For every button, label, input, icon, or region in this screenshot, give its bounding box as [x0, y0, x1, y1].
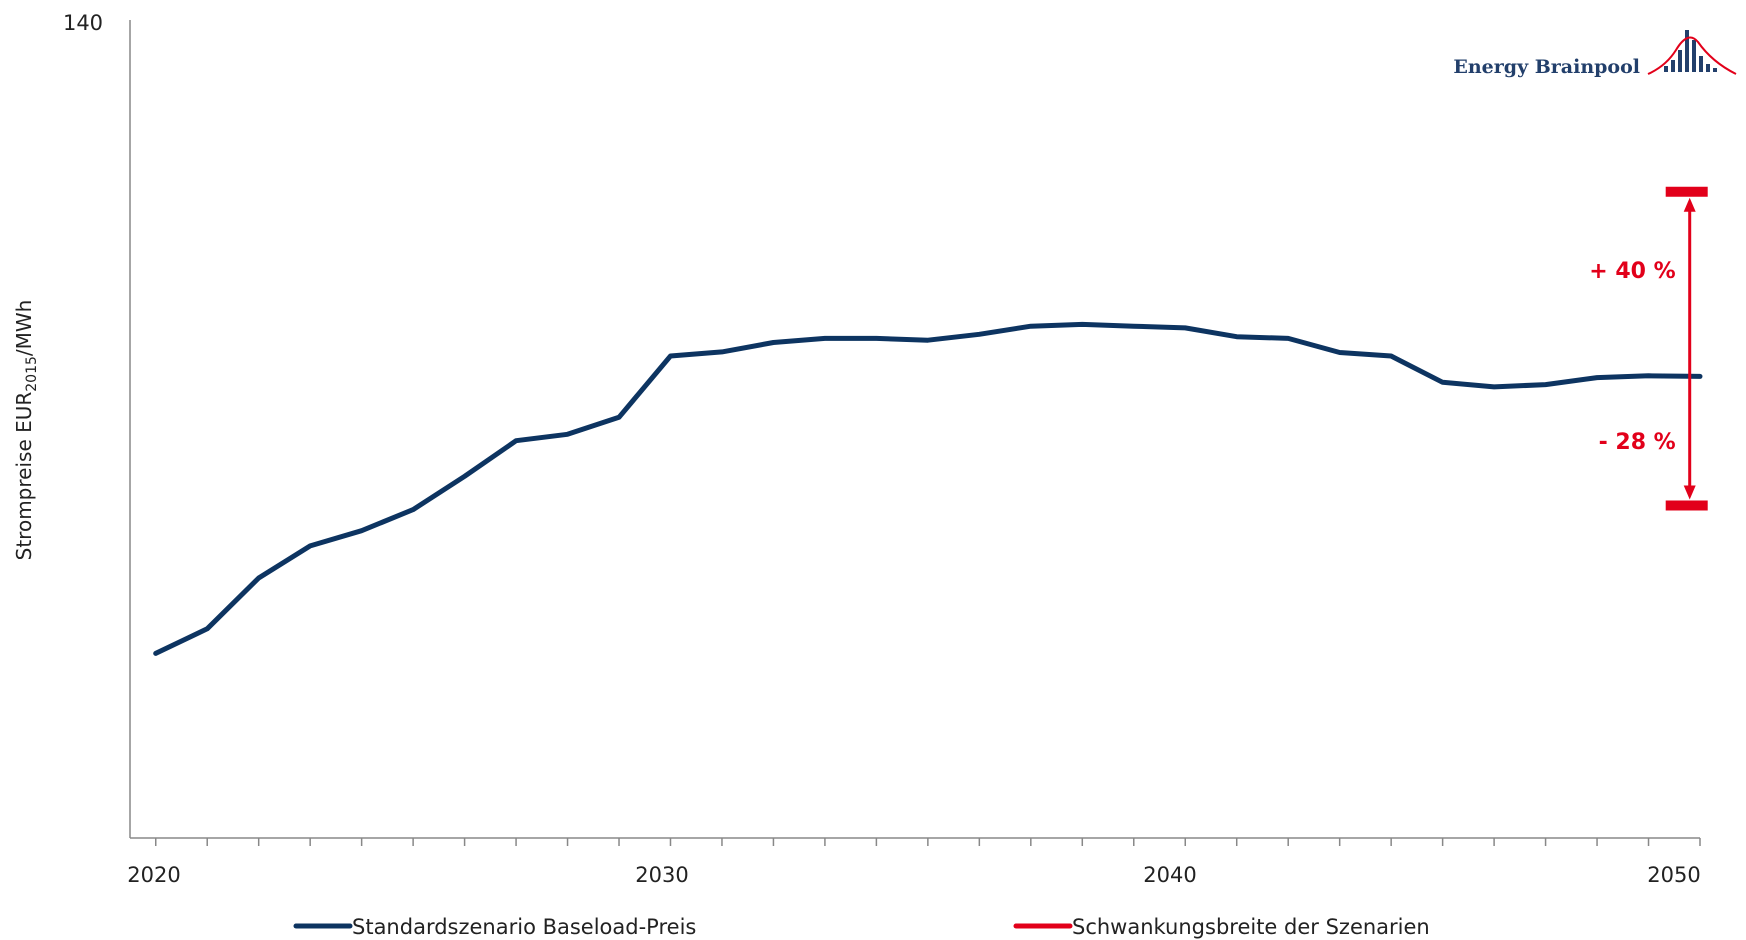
series-line-baseload [153, 321, 1703, 656]
x-tick-label-2020: 2020 [127, 863, 180, 887]
logo-curve-icon [1647, 36, 1737, 75]
arrow-up-icon [1683, 197, 1696, 212]
logo-bars-icon [1664, 30, 1717, 72]
x-tick-label-2030: 2030 [635, 863, 688, 887]
legend-label-baseload: Standardszenario Baseload-Preis [352, 915, 696, 939]
y-axis-label-suffix: /MWh [12, 300, 36, 356]
range-lower-label: - 28 % [1599, 430, 1676, 455]
range-indicator: + 40 % - 28 % [1589, 186, 1708, 511]
x-tick-label-2040: 2040 [1143, 863, 1196, 887]
arrow-down-icon [1683, 485, 1696, 500]
range-upper-label: + 40 % [1589, 259, 1675, 284]
y-axis-label: Strompreise EUR2015/MWh [12, 300, 40, 561]
y-tick-label-140: 140 [63, 11, 103, 35]
logo-text: Energy Brainpool [1453, 56, 1640, 78]
legend-label-range: Schwankungsbreite der Szenarien [1072, 915, 1430, 939]
logo: Energy Brainpool [1453, 30, 1737, 78]
x-tick-label-2050: 2050 [1647, 863, 1700, 887]
x-axis-ticks [154, 838, 1701, 846]
y-axis-label-subscript: 2015 [24, 356, 40, 392]
legend: Standardszenario Baseload-Preis Schwanku… [293, 915, 1430, 939]
